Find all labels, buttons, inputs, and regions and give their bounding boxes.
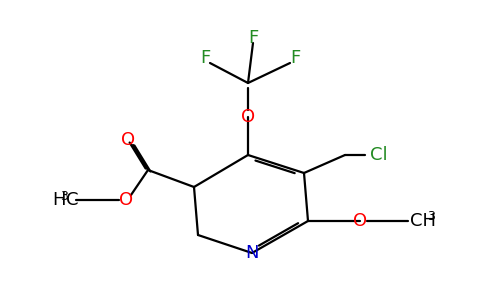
- Text: F: F: [200, 49, 210, 67]
- Text: Cl: Cl: [370, 146, 388, 164]
- Text: C: C: [66, 191, 78, 209]
- Text: O: O: [121, 131, 135, 149]
- Text: 3: 3: [60, 190, 68, 202]
- Text: CH: CH: [410, 212, 436, 230]
- Text: N: N: [245, 244, 259, 262]
- Text: O: O: [119, 191, 133, 209]
- Text: H: H: [52, 191, 65, 209]
- Text: O: O: [353, 212, 367, 230]
- Text: 3: 3: [427, 211, 435, 224]
- Text: F: F: [248, 29, 258, 47]
- Text: F: F: [290, 49, 300, 67]
- Text: O: O: [241, 108, 255, 126]
